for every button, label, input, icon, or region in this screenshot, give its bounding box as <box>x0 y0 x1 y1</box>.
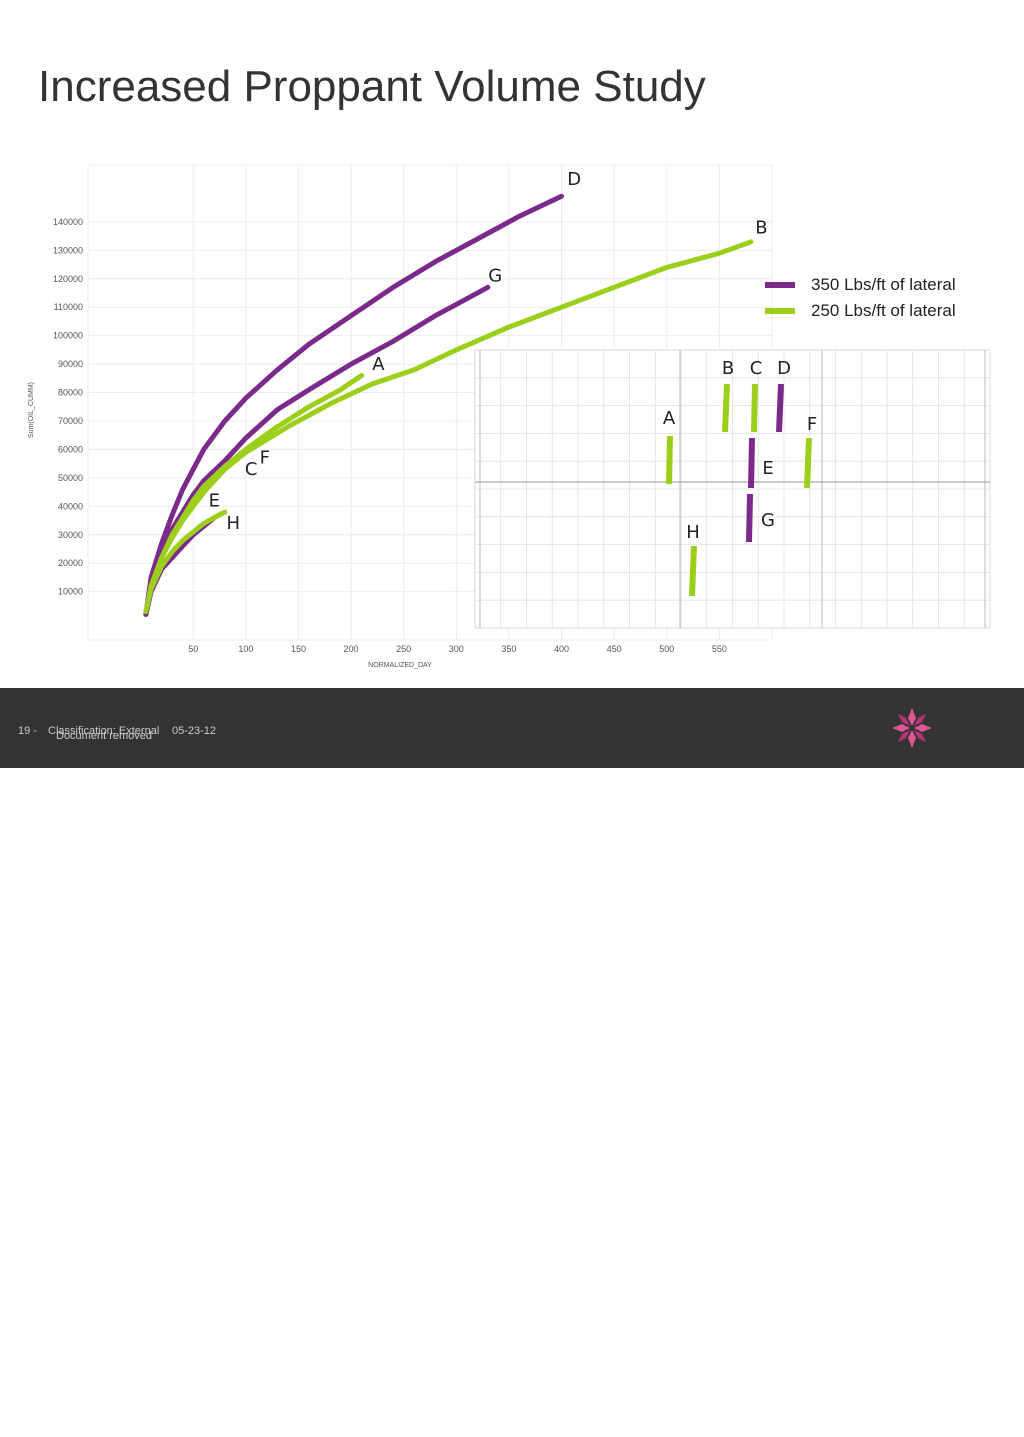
well-bar-g <box>746 493 753 543</box>
y-tick-label: 80000 <box>58 388 83 398</box>
well-label-b: B <box>722 358 734 379</box>
y-tick-label: 20000 <box>58 558 83 568</box>
y-axis-ticks: 10000 20000 30000 40000 50000 60000 70000 80000… <box>53 217 83 597</box>
x-tick-label: 550 <box>712 644 727 654</box>
slide-title: Increased Proppant Volume Study <box>38 62 706 111</box>
y-tick-label: 120000 <box>53 274 83 284</box>
well-map-wells <box>666 383 812 597</box>
x-axis-title: NORMALIZED_DAY <box>368 662 432 669</box>
x-tick-label: 450 <box>607 644 622 654</box>
curve-label-f: F <box>260 448 270 469</box>
x-tick-label: 150 <box>291 644 306 654</box>
legend-item-350: 350 Lbs/ft of lateral <box>765 272 956 298</box>
y-tick-label: 100000 <box>53 331 83 341</box>
series-line-d <box>143 193 564 617</box>
overlap-text: Document removed <box>56 730 152 742</box>
well-bar-a <box>666 435 673 485</box>
classification-label: Classification: External <box>48 725 160 737</box>
curve-label-h: H <box>226 513 240 534</box>
page-number: 19 - <box>18 725 37 737</box>
well-bar-b <box>722 383 730 433</box>
x-tick-label: 350 <box>501 644 516 654</box>
well-label-c: C <box>750 358 763 379</box>
y-tick-label: 70000 <box>58 416 83 426</box>
series-layer <box>143 193 754 617</box>
legend: 350 Lbs/ft of lateral 250 Lbs/ft of late… <box>765 272 956 324</box>
legend-item-250: 250 Lbs/ft of lateral <box>765 298 956 324</box>
curve-label-g: G <box>488 266 502 287</box>
y-tick-label: 140000 <box>53 217 83 227</box>
y-tick-label: 50000 <box>58 473 83 483</box>
well-bar-d <box>776 383 784 433</box>
y-tick-label: 130000 <box>53 245 83 255</box>
well-label-g: G <box>761 510 775 531</box>
well-bar-h <box>689 545 697 597</box>
y-tick-label: 110000 <box>54 302 83 312</box>
y-tick-label: 90000 <box>58 359 83 369</box>
y-tick-label: 60000 <box>58 444 83 454</box>
legend-swatch-purple <box>765 282 795 288</box>
x-tick-label: 400 <box>554 644 569 654</box>
curve-label-d: D <box>567 169 581 190</box>
statoil-logo-icon <box>892 708 932 748</box>
series-line-h <box>143 509 228 615</box>
legend-label: 250 Lbs/ft of lateral <box>811 301 956 320</box>
curve-label-a: A <box>372 354 385 375</box>
well-label-e: E <box>762 458 773 479</box>
y-tick-label: 30000 <box>58 530 83 540</box>
curve-label-c: C <box>245 459 258 480</box>
well-label-h: H <box>686 522 700 543</box>
well-map-labels: B C D A F E G H <box>663 358 817 543</box>
well-map: B C D A F E G H <box>474 348 991 629</box>
date-label: 05-23-12 <box>172 725 217 737</box>
series-line-a <box>143 373 365 617</box>
y-tick-label: 40000 <box>58 501 83 511</box>
x-tick-label: 100 <box>238 644 253 654</box>
legend-label: 350 Lbs/ft of lateral <box>811 275 956 294</box>
y-axis-title: Sum(OIL_CUMM) <box>28 382 35 438</box>
well-map-grid <box>474 349 991 629</box>
well-label-d: D <box>777 358 791 379</box>
footer-bar: 19 - Classification: External Document r… <box>0 688 1024 1436</box>
x-tick-label: 200 <box>344 644 359 654</box>
legend-swatch-green <box>765 308 795 314</box>
x-tick-label: 300 <box>449 644 464 654</box>
x-tick-label: 50 <box>188 644 198 654</box>
well-bar-e <box>748 437 755 489</box>
curve-label-b: B <box>755 217 767 238</box>
curve-label-e: E <box>209 490 220 511</box>
well-bar-f <box>804 437 812 489</box>
brand-name: Statoil <box>933 1416 984 1436</box>
proppant-chart: 10000 20000 30000 40000 50000 60000 70000 80000… <box>28 164 991 669</box>
x-axis-ticks: 50 100 150 200 250 300 350 400 450 500 550 <box>188 644 727 654</box>
y-tick-label: 10000 <box>58 587 83 597</box>
well-bar-c <box>751 383 758 433</box>
well-label-a: A <box>663 408 676 429</box>
x-tick-label: 250 <box>396 644 411 654</box>
x-tick-label: 500 <box>659 644 674 654</box>
well-label-f: F <box>807 414 817 435</box>
